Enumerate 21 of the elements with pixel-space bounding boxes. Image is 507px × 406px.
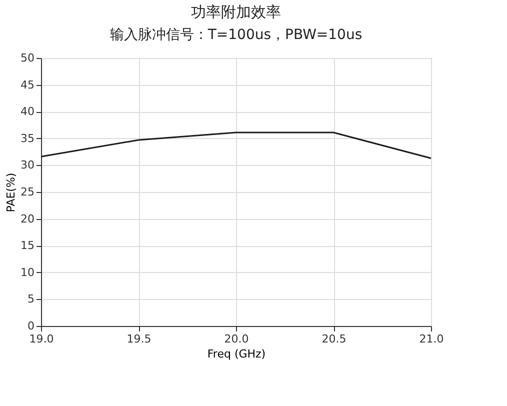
x-tick-label: 20.0 [224,332,249,346]
y-tick-label: 35 [20,132,34,145]
y-tick-label: 25 [20,186,34,198]
x-tick-label: 20.5 [322,332,346,346]
y-tick-label: 20 [20,212,34,226]
x-tick-label: 19.5 [126,332,152,346]
y-tick-label: 10 [20,266,34,279]
y-axis-title: PAE(%) [4,172,18,212]
x-tick-label: 21.0 [419,332,444,346]
chart-title: 功率附加效率 [191,3,281,21]
y-tick-label: 50 [20,52,34,64]
y-tick-label: 40 [20,105,34,118]
line-series [40,132,432,159]
y-tick-label: 30 [20,158,34,172]
y-tick-label: 0 [28,320,34,332]
chart-subtitle: 输入脉冲信号：T=100us，PBW=10us [110,27,362,43]
x-tick-label: 19.0 [29,332,54,346]
y-tick-label: 45 [20,78,34,92]
y-tick-label: 5 [28,292,34,306]
x-axis-title: Freq (GHz) [207,348,266,360]
y-tick-label: 15 [20,239,34,252]
